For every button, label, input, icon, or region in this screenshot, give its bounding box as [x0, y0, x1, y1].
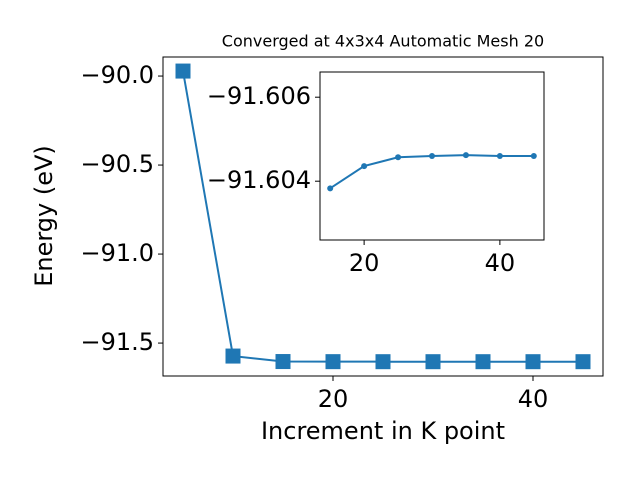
marker: [496, 153, 503, 159]
marker: [425, 354, 441, 370]
marker: [575, 354, 591, 370]
marker: [361, 163, 368, 170]
y-tick-label: −91.0: [80, 239, 154, 267]
y-axis-label: Energy (eV): [30, 145, 58, 287]
chart-title: Converged at 4x3x4 Automatic Mesh 20: [222, 32, 544, 51]
x-tick-label: 20: [349, 249, 380, 277]
y-tick-label: −91.5: [80, 328, 154, 356]
marker: [375, 354, 391, 370]
x-tick-label: 20: [318, 385, 349, 413]
marker: [462, 152, 469, 159]
marker: [525, 354, 541, 370]
marker: [530, 153, 537, 159]
marker: [175, 63, 191, 79]
marker: [325, 354, 341, 370]
y-tick-label: −91.604: [207, 166, 311, 194]
x-axis-label: Increment in K point: [261, 417, 505, 445]
x-tick-label: 40: [518, 385, 549, 413]
marker: [275, 354, 291, 370]
y-tick-label: −90.5: [80, 150, 154, 178]
y-tick-label: −91.606: [207, 82, 311, 110]
marker: [395, 154, 402, 161]
marker: [475, 354, 491, 370]
marker: [327, 185, 334, 192]
x-tick-label: 40: [485, 249, 516, 277]
marker: [429, 153, 435, 159]
marker: [225, 348, 241, 364]
y-tick-label: −90.0: [80, 61, 154, 89]
